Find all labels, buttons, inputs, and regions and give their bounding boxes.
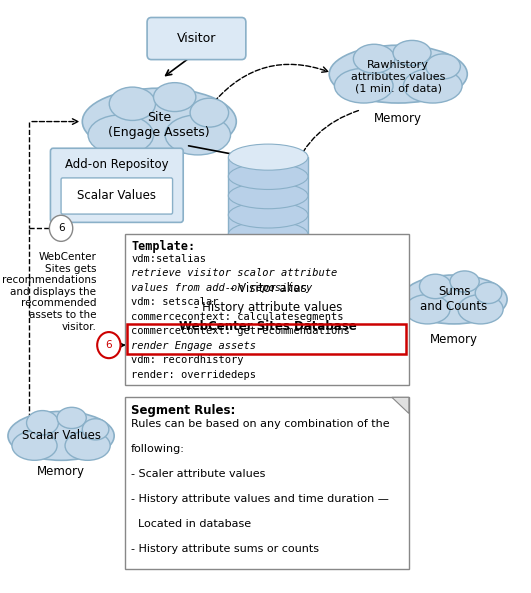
- Text: WebCenter
Sites gets
recommendations
and displays the
recommended
assets to the
: WebCenter Sites gets recommendations and…: [2, 252, 96, 331]
- Ellipse shape: [109, 87, 156, 120]
- Ellipse shape: [12, 431, 57, 460]
- Text: Visitor: Visitor: [177, 32, 216, 45]
- Ellipse shape: [228, 183, 308, 209]
- Text: commercecontext: getrecommendations: commercecontext: getrecommendations: [131, 326, 350, 336]
- Text: following:: following:: [131, 444, 185, 454]
- FancyBboxPatch shape: [125, 234, 409, 385]
- Ellipse shape: [8, 412, 114, 460]
- Ellipse shape: [153, 82, 196, 111]
- Text: Memory: Memory: [37, 465, 85, 478]
- Ellipse shape: [329, 45, 467, 103]
- Text: Segment Rules:: Segment Rules:: [131, 404, 236, 417]
- Text: Memory: Memory: [430, 333, 478, 346]
- Circle shape: [97, 332, 121, 358]
- Ellipse shape: [82, 419, 109, 440]
- Text: values from add-on repository: values from add-on repository: [131, 283, 312, 293]
- Ellipse shape: [228, 144, 308, 170]
- Text: Located in database: Located in database: [131, 519, 251, 529]
- Circle shape: [49, 215, 73, 241]
- Ellipse shape: [88, 115, 153, 155]
- Ellipse shape: [165, 115, 230, 155]
- Ellipse shape: [190, 98, 228, 127]
- Text: retrieve visitor scalor attribute: retrieve visitor scalor attribute: [131, 268, 337, 278]
- Text: render: overridedeps: render: overridedeps: [131, 370, 256, 380]
- Ellipse shape: [354, 44, 395, 73]
- Text: - History attribute sums or counts: - History attribute sums or counts: [131, 544, 319, 554]
- Ellipse shape: [405, 295, 450, 324]
- Ellipse shape: [404, 68, 462, 103]
- Polygon shape: [392, 397, 409, 413]
- Polygon shape: [228, 157, 308, 234]
- FancyBboxPatch shape: [147, 17, 246, 60]
- Ellipse shape: [419, 274, 451, 299]
- Text: vdm: recordhistory: vdm: recordhistory: [131, 355, 244, 365]
- Text: Memory: Memory: [374, 112, 422, 125]
- Text: commercecontext: calculatesegments: commercecontext: calculatesegments: [131, 312, 344, 322]
- Text: Template:: Template:: [131, 240, 195, 253]
- Text: vdm: setscalar: vdm: setscalar: [131, 297, 219, 307]
- Text: - History attribute values and time duration —: - History attribute values and time dura…: [131, 494, 389, 504]
- Text: Add-on Repositoy: Add-on Repositoy: [65, 158, 169, 171]
- FancyBboxPatch shape: [61, 178, 173, 214]
- Ellipse shape: [65, 431, 110, 460]
- Text: Scalar Values: Scalar Values: [22, 429, 100, 442]
- Text: Scalar Values: Scalar Values: [78, 189, 156, 202]
- Text: vdm:setalias: vdm:setalias: [131, 254, 206, 264]
- Text: render Engage assets: render Engage assets: [131, 341, 256, 351]
- Ellipse shape: [401, 275, 507, 324]
- Ellipse shape: [27, 410, 58, 435]
- Text: Site
(Engage Assets): Site (Engage Assets): [108, 110, 210, 139]
- Text: Rules can be based on any combination of the: Rules can be based on any combination of…: [131, 419, 390, 429]
- FancyBboxPatch shape: [125, 397, 409, 569]
- FancyBboxPatch shape: [50, 148, 183, 222]
- Ellipse shape: [57, 407, 86, 429]
- Ellipse shape: [228, 221, 308, 247]
- Ellipse shape: [458, 295, 503, 324]
- Text: - Scaler attribute values: - Scaler attribute values: [131, 469, 266, 479]
- Ellipse shape: [475, 282, 502, 304]
- Ellipse shape: [228, 202, 308, 228]
- Ellipse shape: [335, 68, 393, 103]
- Text: - Visitor alias: - Visitor alias: [230, 282, 306, 295]
- Text: Rawhistory
attributes values
(1 min. of data): Rawhistory attributes values (1 min. of …: [351, 60, 446, 94]
- Text: 6: 6: [58, 224, 64, 233]
- Text: Sums
and Counts: Sums and Counts: [421, 285, 487, 314]
- Text: WebCenter Sites Database: WebCenter Sites Database: [179, 320, 357, 333]
- Ellipse shape: [450, 271, 479, 292]
- Text: 6: 6: [106, 340, 112, 350]
- Ellipse shape: [393, 40, 431, 65]
- Text: - History attribute values: - History attribute values: [194, 301, 342, 314]
- Ellipse shape: [426, 54, 460, 79]
- Ellipse shape: [82, 88, 236, 155]
- Ellipse shape: [228, 164, 308, 190]
